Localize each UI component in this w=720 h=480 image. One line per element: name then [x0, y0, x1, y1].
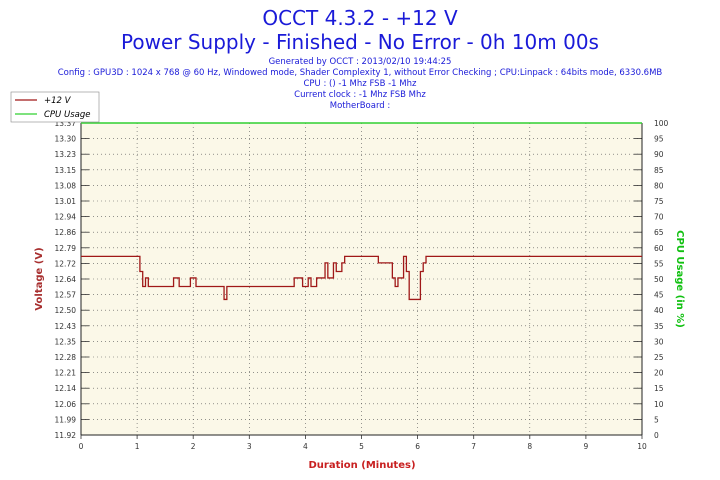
- info-line-clock: Current clock : -1 Mhz FSB Mhz: [294, 90, 426, 100]
- info-line-motherboard: MotherBoard :: [330, 101, 391, 111]
- series-group: [81, 122, 642, 301]
- y2-tick-label: 45: [654, 291, 664, 300]
- legend-box: [10, 91, 100, 123]
- y-tick-label: 13.37: [55, 119, 77, 128]
- x-tick-label: 7: [471, 442, 476, 451]
- legend-cpu-label: CPU Usage: [44, 110, 90, 120]
- axes: [80, 122, 643, 439]
- info-line-cpu: CPU : () -1 Mhz FSB -1 Mhz: [304, 79, 418, 89]
- y-tick-label: 13.08: [55, 181, 77, 190]
- y2-tick-label: 30: [654, 337, 664, 346]
- y-tick-label: 12.72: [55, 259, 77, 268]
- y-tick-label: 13.01: [55, 197, 77, 206]
- y2-tick-label: 25: [654, 353, 664, 362]
- y-tick-label: 12.43: [55, 322, 77, 331]
- y-tick-label: 12.14: [55, 384, 77, 393]
- series-line-12v: [81, 255, 642, 301]
- y-tick-label: 13.30: [55, 135, 77, 144]
- y-tick-label: 12.79: [55, 244, 77, 253]
- y2-tick-label: 65: [654, 228, 664, 237]
- y2-tick-label: 100: [654, 119, 669, 128]
- y-tick-label: 12.86: [55, 228, 77, 237]
- y-tick-label: 12.21: [55, 369, 77, 378]
- x-tick-label: 0: [79, 442, 84, 451]
- y-tick-label: 13.23: [55, 150, 77, 159]
- y-tick-label: 12.28: [55, 353, 77, 362]
- y-tick-label: 12.50: [55, 306, 77, 315]
- x-tick-label: 2: [191, 442, 196, 451]
- x-axis-label: Duration (Minutes): [308, 460, 415, 471]
- info-line-generated: Generated by OCCT : 2013/02/10 19:44:25: [269, 57, 452, 67]
- y2-tick-label: 50: [654, 275, 664, 284]
- y2-tick-label: 35: [654, 322, 664, 331]
- chart-subtitle: Power Supply - Finished - No Error - 0h …: [121, 30, 599, 54]
- y-tick-label: 11.99: [55, 415, 77, 424]
- y-tick-label: 13.15: [55, 166, 77, 175]
- y-tick-label: 12.06: [55, 400, 77, 409]
- x-tick-label: 5: [359, 442, 364, 451]
- y2-tick-label: 85: [654, 166, 664, 175]
- legend-voltage-label: +12 V: [44, 96, 72, 106]
- x-tick-label: 1: [135, 442, 140, 451]
- x-tick-label: 3: [247, 442, 252, 451]
- y2-tick-label: 0: [654, 431, 659, 440]
- y-tick-label: 12.57: [55, 291, 77, 300]
- y-tick-label: 12.64: [55, 275, 77, 284]
- y2-tick-label: 15: [654, 384, 664, 393]
- y2-tick-label: 80: [654, 181, 664, 190]
- y-axis-label: Voltage (V): [34, 247, 45, 310]
- x-tick-label: 6: [415, 442, 420, 451]
- x-tick-label: 8: [527, 442, 532, 451]
- y2-tick-label: 60: [654, 244, 664, 253]
- y-tick-label: 11.92: [55, 431, 77, 440]
- grid-lines: [81, 123, 642, 435]
- y-tick-label: 12.94: [55, 213, 77, 222]
- y2-tick-label: 55: [654, 259, 664, 268]
- y2-tick-label: 95: [654, 135, 664, 144]
- y2-tick-label: 40: [654, 306, 664, 315]
- info-line-config: Config : GPU3D : 1024 x 768 @ 60 Hz, Win…: [58, 68, 663, 78]
- legend: +12 V CPU Usage: [10, 91, 100, 123]
- y2-tick-label: 75: [654, 197, 664, 206]
- chart-title: OCCT 4.3.2 - +12 V: [262, 6, 458, 30]
- x-tick-label: 9: [584, 442, 589, 451]
- y2-tick-label: 90: [654, 150, 664, 159]
- y2-tick-label: 70: [654, 213, 664, 222]
- y2-tick-label: 20: [654, 369, 664, 378]
- x-tick-label: 4: [303, 442, 308, 451]
- y-tick-label: 12.35: [55, 337, 77, 346]
- y2-tick-label: 10: [654, 400, 664, 409]
- y2-tick-label: 5: [654, 415, 659, 424]
- y2-axis-label: CPU Usage (in %): [674, 230, 685, 328]
- x-tick-label: 10: [637, 442, 647, 451]
